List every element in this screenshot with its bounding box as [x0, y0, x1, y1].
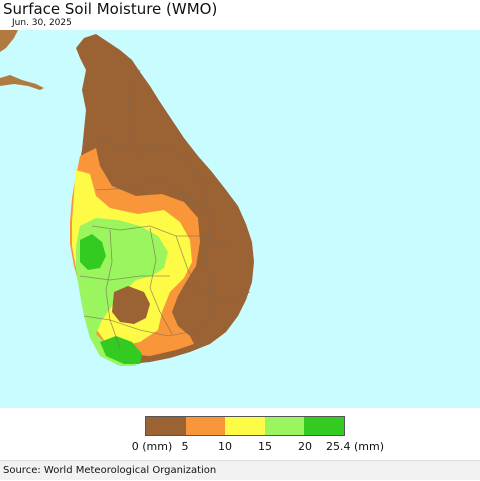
zone-20-25-south	[100, 336, 142, 364]
legend-label-4: 20	[298, 440, 312, 453]
dry-pocket	[112, 286, 150, 324]
zone-20-25-west	[80, 234, 106, 270]
source-footer: Source: World Meteorological Organizatio…	[0, 460, 480, 480]
legend-swatch-2	[225, 417, 265, 435]
legend-swatch-0	[146, 417, 186, 435]
legend-bar	[145, 416, 345, 436]
legend-label-3: 15	[258, 440, 272, 453]
legend-swatch-1	[185, 417, 226, 435]
soil-moisture-map	[0, 30, 480, 408]
legend-label-0: 0 (mm)	[131, 440, 173, 453]
district-borders	[79, 69, 251, 349]
legend-label-5: 25.4 (mm)	[325, 440, 385, 453]
map-svg	[0, 30, 480, 408]
legend-label-2: 10	[218, 440, 232, 453]
india-coast	[0, 75, 44, 90]
legend-labels: 0 (mm) 5 10 15 20 25.4 (mm)	[0, 440, 480, 454]
legend-swatch-3	[264, 417, 305, 435]
legend-label-1: 5	[181, 440, 189, 453]
map-date: Jun. 30, 2025	[12, 18, 72, 28]
india-landmass	[0, 30, 18, 52]
legend-swatch-4	[304, 417, 344, 435]
page-title: Surface Soil Moisture (WMO)	[3, 0, 218, 18]
